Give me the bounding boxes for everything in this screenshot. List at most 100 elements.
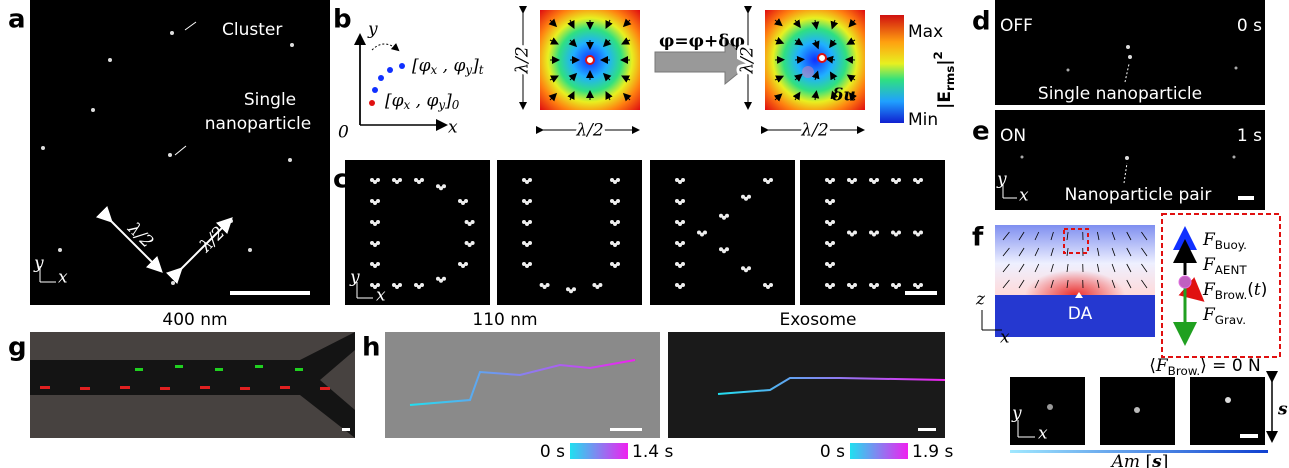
field-arrow [1126, 263, 1132, 273]
field-arrow [602, 72, 612, 82]
field-arrow [1097, 231, 1100, 241]
field-arrow [811, 39, 820, 50]
axis-label: y [349, 268, 360, 288]
particle [869, 230, 873, 235]
field-arrow [1002, 247, 1010, 257]
particle [869, 283, 873, 287]
field-arrow [846, 37, 856, 45]
field-arrow [1066, 247, 1069, 257]
particle [290, 43, 294, 47]
particle [616, 262, 620, 266]
particle [528, 241, 532, 245]
axes [356, 282, 373, 299]
image-c [345, 160, 490, 305]
particle [681, 178, 685, 182]
text-part: 2 [931, 51, 945, 59]
particle [376, 199, 380, 203]
particle [255, 365, 263, 368]
particle [373, 285, 377, 289]
particle [592, 283, 597, 287]
particle [442, 276, 446, 281]
field-arrow [1050, 263, 1054, 273]
particle [442, 184, 446, 189]
label: ⟨FBrow.⟩ = 0 N [1149, 356, 1261, 378]
field-arrow [568, 72, 578, 82]
particle [613, 180, 617, 184]
particle [528, 199, 532, 203]
particle [825, 262, 829, 266]
particle [700, 232, 704, 237]
particle [569, 289, 573, 294]
particle [847, 230, 851, 235]
particle [681, 283, 685, 287]
field-arrow [548, 18, 558, 28]
field-arrow [567, 19, 575, 29]
field-arrows [773, 18, 857, 102]
particle [470, 241, 475, 245]
particle [595, 285, 600, 289]
field-arrow [846, 74, 856, 83]
field-arrow [605, 91, 613, 101]
particle [897, 230, 901, 235]
particle [850, 285, 854, 289]
particle [853, 230, 857, 235]
particle [458, 262, 462, 266]
text-part: [ [1140, 452, 1152, 468]
particle [370, 241, 374, 245]
particle [616, 199, 620, 203]
amplitude-bar [1010, 450, 1268, 453]
axis-label: x [1038, 424, 1048, 444]
particle [464, 199, 468, 203]
panel-letter: f [972, 223, 984, 253]
field-arrow [549, 75, 559, 83]
pointer [184, 21, 197, 31]
particle [120, 386, 130, 389]
field-arrow [774, 75, 785, 83]
particle [763, 283, 767, 287]
particle [200, 386, 210, 389]
field-arrow [1002, 279, 1010, 289]
label: s [1277, 400, 1288, 420]
pointer [1124, 63, 1130, 83]
particle [610, 199, 614, 203]
particle [525, 264, 529, 268]
particle [373, 180, 377, 184]
axis-label: z [975, 290, 986, 310]
particle [373, 201, 377, 205]
state-dot [369, 100, 375, 106]
field-arrow [1050, 279, 1054, 289]
particle [850, 232, 854, 237]
particle [675, 199, 679, 203]
particle [678, 243, 682, 247]
particle [288, 158, 292, 162]
state-label: [φx , φy]0 [385, 91, 460, 113]
particle [373, 222, 377, 226]
field-arrow [1141, 263, 1148, 273]
label: λ/2 [738, 46, 758, 74]
particle [528, 178, 532, 182]
text-part: F [1202, 255, 1216, 275]
particle [467, 243, 472, 247]
text-part: ] [444, 91, 452, 111]
particle [370, 262, 374, 266]
axis-label: y [996, 170, 1007, 190]
particle [525, 243, 529, 247]
field-arrow [1018, 231, 1025, 241]
axis-label: 0 [338, 123, 349, 143]
text-part: |E [935, 91, 955, 109]
particle [828, 180, 832, 184]
scale-bar [342, 428, 350, 431]
field-arrow [1126, 279, 1132, 289]
particle [436, 184, 440, 189]
particle [240, 387, 250, 390]
particle [897, 283, 901, 287]
label: 0 s [1237, 16, 1262, 36]
field-arrow [774, 18, 783, 27]
text-part: Brow. [1215, 288, 1247, 302]
field-arrow [794, 55, 805, 64]
label: OFF [1000, 16, 1033, 36]
particle [105, 211, 109, 215]
text-part: [φ [385, 91, 404, 111]
field-arrow [1050, 247, 1054, 257]
